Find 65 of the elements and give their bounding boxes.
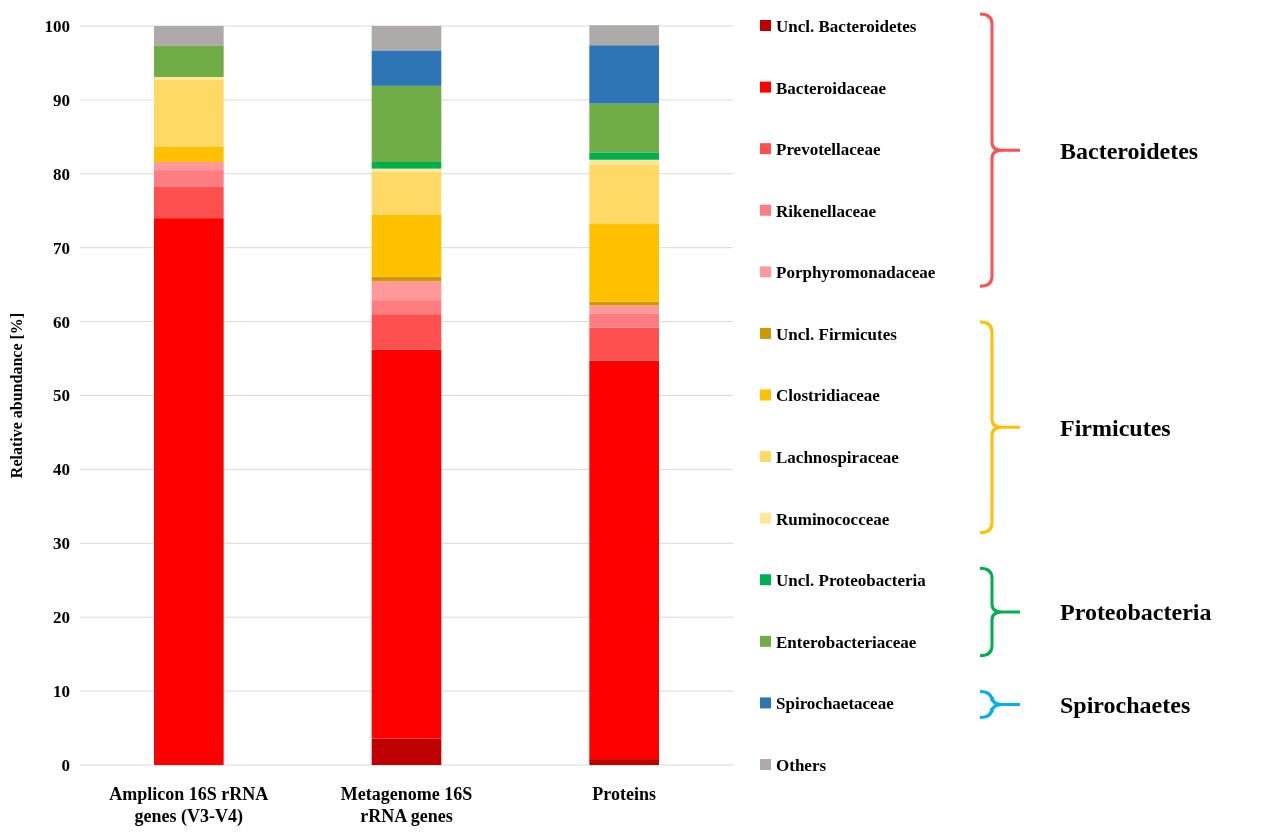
legend-label: Uncl. Bacteroidetes [776,16,917,36]
legend-label: Bacteroidaceae [776,78,887,98]
bar [589,159,659,165]
bar [154,45,224,77]
bar [589,305,659,314]
legend-label: Enterobacteriaceae [776,632,917,652]
bar [371,280,442,301]
bar [589,759,659,765]
bar [371,161,442,169]
y-tick-label: 80 [53,164,70,184]
legend-label: Uncl. Proteobacteria [776,571,927,591]
bar [154,186,224,219]
bar [154,161,224,171]
bar [371,171,442,215]
bar [589,103,659,153]
legend-label: Spirochaetaceae [776,694,895,714]
bar [371,738,442,765]
y-tick-label: 10 [53,682,70,702]
bar [589,45,659,104]
text: Bacteroidetes [1060,137,1199,164]
bar [371,50,442,86]
bar [154,76,224,80]
bar [371,300,442,315]
legend-label: Ruminococceae [776,509,890,529]
legend-label: Rikenellaceae [776,201,877,221]
y-tick-label: 40 [53,460,70,480]
legend-label: Others [776,755,827,775]
y-tick-label: 70 [53,238,70,258]
bar [154,146,224,162]
y-tick-label: 50 [53,386,70,406]
text: Spirochaetes [1060,691,1191,718]
bar [371,168,442,172]
bar [371,85,442,162]
y-tick-label: 0 [61,755,70,775]
bar [154,79,224,147]
legend-label: Lachnospiraceae [776,448,900,468]
bar [371,26,442,51]
y-axis-title: Relative abundance [%] [8,312,25,479]
bar [589,313,659,328]
y-tick-label: 60 [53,312,70,332]
bar [371,314,442,350]
bar [154,218,224,765]
legend-label: Uncl. Firmicutes [776,324,898,344]
bar [589,224,659,302]
text: Firmicutes [1060,414,1171,441]
legend-label: Prevotellaceae [776,140,881,160]
bar [589,327,659,361]
x-tick-label: Metagenome 16S rRNA genes [340,784,473,826]
bar [589,360,659,760]
text: Proteobacteria [1060,599,1212,626]
bar [154,26,224,46]
bar [589,164,659,225]
legend-label: Clostridiaceae [776,386,881,406]
bar [154,170,224,187]
y-tick-label: 100 [44,16,70,36]
bar [589,25,659,46]
y-tick-label: 20 [53,608,70,628]
y-tick-label: 90 [53,90,70,110]
legend-label: Porphyromonadaceae [776,263,936,283]
y-tick-label: 30 [53,534,70,554]
bar [371,349,442,739]
bar [371,214,442,277]
x-tick-label: Proteins [592,784,656,804]
bar [589,152,659,160]
x-tick-label: Amplicon 16S rRNA genes (V3-V4) [109,784,269,827]
